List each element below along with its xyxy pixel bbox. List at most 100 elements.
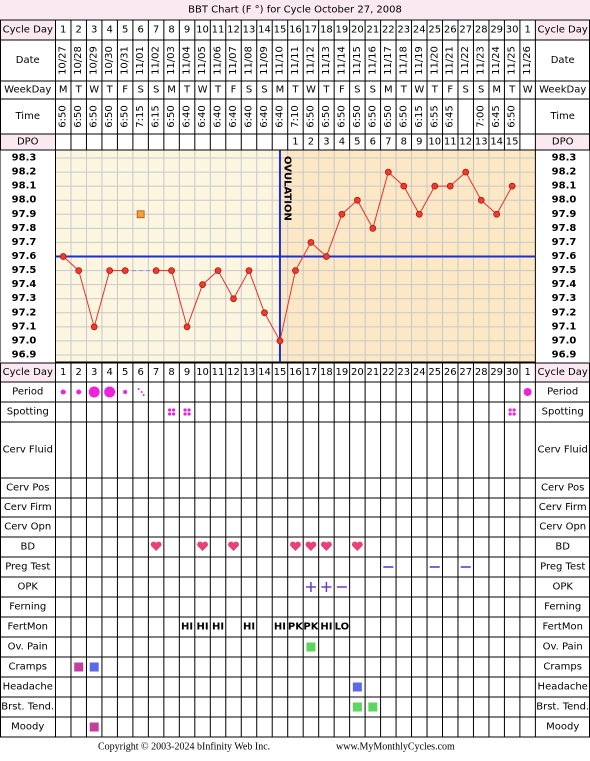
temp-tick-label: 98.0	[552, 195, 577, 206]
time: 6:50	[73, 105, 84, 127]
row-label: Headache	[3, 682, 53, 693]
cycle-day: 29	[490, 367, 503, 378]
time: 6:50	[507, 105, 518, 127]
weekday: W	[198, 85, 208, 96]
cycle-day: 28	[475, 367, 488, 378]
icon	[123, 390, 128, 394]
temp-line	[465, 171, 482, 201]
row-label-cell	[535, 537, 590, 557]
temp-point	[462, 168, 470, 176]
date: 11/19	[414, 46, 425, 75]
row-label: Cycle Day	[538, 367, 588, 378]
temp-tick-label: 97.9	[552, 209, 577, 220]
dpo: 1	[292, 137, 298, 148]
fertmon: LO	[335, 622, 350, 633]
row-label-cell	[0, 99, 56, 134]
bd-heart	[150, 541, 162, 551]
icon	[512, 412, 516, 416]
cycle-day: 28	[475, 25, 488, 36]
cycle-day: 4	[106, 367, 112, 378]
weekday: T	[291, 85, 299, 96]
bd-heart	[305, 541, 317, 551]
row-label: DPO	[17, 137, 39, 148]
row-label: BD	[20, 542, 35, 553]
weekday: M	[59, 85, 68, 96]
row-label-cell	[0, 537, 56, 557]
dpo: 9	[416, 137, 422, 148]
dpo: 8	[401, 137, 407, 148]
weekday: T	[322, 85, 330, 96]
temp-tick-label: 97.8	[552, 223, 577, 234]
dpo: 11	[444, 137, 457, 148]
row-label-cell	[0, 134, 56, 150]
temp-point	[121, 267, 129, 274]
weekday: W	[89, 85, 99, 96]
temp-tick-label: 97.4	[12, 279, 37, 290]
row-label: Preg Test	[540, 562, 585, 573]
icon	[368, 702, 378, 712]
temp-tick-label: 97.2	[12, 307, 37, 318]
row-label: Cerv Firm	[4, 502, 52, 513]
date: 11/10	[274, 46, 285, 75]
time: 6:55	[429, 105, 440, 127]
row-label-cell	[535, 40, 590, 81]
date: 11/06	[213, 46, 224, 75]
row-label: Cerv Opn	[4, 522, 51, 533]
temp-point	[152, 267, 160, 274]
row-label-cell	[0, 20, 56, 40]
weekday: S	[153, 85, 159, 96]
weekday: S	[261, 85, 267, 96]
temp-tick-label: 96.9	[12, 350, 37, 361]
cycle-day: 5	[122, 25, 128, 36]
time: 6:45	[491, 105, 502, 127]
cycle-day: 17	[305, 367, 318, 378]
row-label-cell	[535, 577, 590, 597]
row-label: Ov. Pain	[8, 642, 48, 653]
date: 11/26	[522, 46, 533, 75]
date: 11/05	[197, 46, 208, 75]
fertmon: HI	[212, 622, 224, 633]
temp-line	[62, 256, 80, 271]
row-label: Time	[549, 111, 574, 122]
row-label: WeekDay	[539, 85, 586, 96]
icon	[512, 408, 516, 412]
temp-line	[496, 185, 513, 215]
time: 7:00	[476, 105, 487, 127]
cycle-day: 1	[524, 367, 530, 378]
row-label-cell	[535, 617, 590, 637]
row-label: Cycle Day	[538, 25, 588, 36]
temp-line	[310, 242, 327, 257]
temp-tick-label: 97.4	[552, 279, 577, 290]
time: 6:40	[244, 105, 255, 127]
cycle-day: 2	[76, 25, 82, 36]
time: 7:15	[135, 105, 146, 127]
date: 11/11	[290, 46, 301, 75]
icon	[140, 391, 143, 393]
weekday: F	[447, 85, 453, 96]
row-label: Spotting	[542, 407, 584, 418]
weekday: M	[276, 85, 285, 96]
weekday: S	[354, 85, 360, 96]
icon	[60, 389, 66, 395]
temp-tick-label: 97.1	[12, 321, 37, 332]
row-label-cell	[0, 517, 56, 537]
cycle-day: 30	[506, 367, 519, 378]
icon	[187, 408, 191, 412]
cycle-day: 13	[243, 25, 256, 36]
dpo: 3	[323, 137, 329, 148]
date: 11/04	[182, 46, 193, 75]
row-label-cell	[0, 498, 56, 517]
temp-tick-label: 97.3	[12, 293, 37, 304]
temp-line	[372, 171, 389, 229]
weekday: T	[431, 85, 439, 96]
temp-line	[264, 312, 281, 342]
time: 6:50	[89, 105, 100, 127]
cycle-day: 5	[122, 367, 128, 378]
temp-point	[75, 267, 83, 274]
cycle-day: 1	[524, 25, 530, 36]
date: 11/21	[445, 46, 456, 75]
time: 6:50	[352, 105, 363, 127]
fertmon: HI	[274, 622, 286, 633]
temp-tick-label: 98.3	[12, 153, 37, 164]
row-label: Period	[12, 387, 43, 398]
